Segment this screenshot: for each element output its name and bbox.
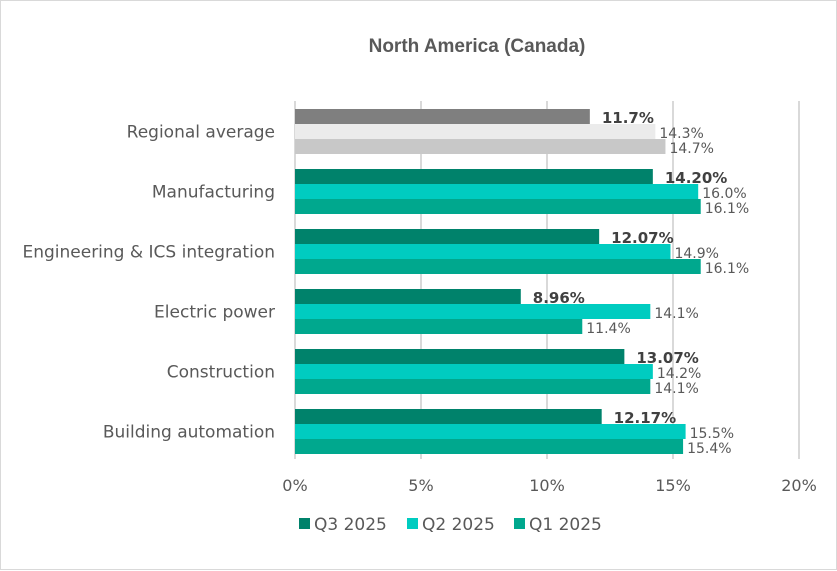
bar-engineering-ics-integration-q2-2025 — [295, 244, 671, 259]
bars — [295, 109, 701, 454]
data-label-regional-average-q2-2025: 14.3% — [659, 126, 703, 142]
bar-building-automation-q1-2025 — [295, 439, 684, 454]
category-label-construction: Construction — [167, 363, 275, 383]
data-label-building-automation-q2-2025: 15.5% — [690, 426, 734, 442]
bar-manufacturing-q2-2025 — [295, 184, 699, 199]
data-label-engineering-ics-integration-q3-2025: 12.07% — [611, 229, 673, 247]
data-label-engineering-ics-integration-q2-2025: 14.9% — [674, 246, 718, 262]
data-label-regional-average-q3-2025: 11.7% — [602, 109, 654, 127]
bar-manufacturing-q1-2025 — [295, 199, 701, 214]
bar-regional-average-q1-2025 — [295, 139, 666, 154]
x-axis-ticks: 0% 5% 10% 15% 20% — [282, 476, 816, 495]
data-label-electric-power-q1-2025: 11.4% — [586, 321, 630, 337]
data-label-construction-q3-2025: 13.07% — [636, 349, 698, 367]
data-label-manufacturing-q3-2025: 14.20% — [665, 169, 727, 187]
data-label-building-automation-q3-2025: 12.17% — [614, 409, 676, 427]
bar-building-automation-q2-2025 — [295, 424, 686, 439]
category-label-building-automation: Building automation — [103, 423, 275, 443]
legend-item-q2-2025[interactable]: Q2 2025 — [407, 515, 495, 535]
bar-regional-average-q2-2025 — [295, 124, 656, 139]
bar-electric-power-q2-2025 — [295, 304, 651, 319]
legend-swatch-q2-2025 — [407, 518, 418, 529]
data-label-building-automation-q1-2025: 15.4% — [687, 441, 731, 457]
data-label-engineering-ics-integration-q1-2025: 16.1% — [705, 261, 749, 277]
x-tick-label-0: 0% — [282, 476, 307, 495]
gridlines — [294, 101, 800, 459]
legend-swatch-q1-2025 — [514, 518, 525, 529]
data-labels: 11.7%14.3%14.7%14.20%16.0%16.1%12.07%14.… — [533, 109, 749, 457]
bar-regional-average-q3-2025 — [295, 109, 590, 124]
x-tick-label-20: 20% — [781, 476, 817, 495]
category-label-manufacturing: Manufacturing — [152, 183, 275, 203]
data-label-regional-average-q1-2025: 14.7% — [669, 141, 713, 157]
chart-title: North America (Canada) — [369, 36, 586, 57]
bar-electric-power-q3-2025 — [295, 289, 521, 304]
category-label-engineering-ics-integration: Engineering & ICS integration — [22, 243, 275, 263]
legend-label-q2-2025: Q2 2025 — [422, 515, 495, 535]
bar-engineering-ics-integration-q1-2025 — [295, 259, 701, 274]
legend-item-q1-2025[interactable]: Q1 2025 — [514, 515, 602, 535]
data-label-manufacturing-q2-2025: 16.0% — [702, 186, 746, 202]
category-label-electric-power: Electric power — [154, 303, 275, 323]
data-label-construction-q1-2025: 14.1% — [654, 381, 698, 397]
bar-building-automation-q3-2025 — [295, 409, 602, 424]
data-label-construction-q2-2025: 14.2% — [657, 366, 701, 382]
x-tick-label-15: 15% — [655, 476, 691, 495]
bar-construction-q1-2025 — [295, 379, 651, 394]
legend-label-q3-2025: Q3 2025 — [314, 515, 387, 535]
legend-item-q3-2025[interactable]: Q3 2025 — [299, 515, 387, 535]
legend: Q3 2025 Q2 2025 Q1 2025 — [299, 515, 602, 535]
category-labels: Regional average Manufacturing Engineering… — [22, 123, 275, 443]
bar-electric-power-q1-2025 — [295, 319, 583, 334]
bar-construction-q2-2025 — [295, 364, 653, 379]
legend-swatch-q3-2025 — [299, 518, 310, 529]
x-tick-label-10: 10% — [529, 476, 565, 495]
bar-manufacturing-q3-2025 — [295, 169, 653, 184]
data-label-electric-power-q3-2025: 8.96% — [533, 289, 585, 307]
bar-construction-q3-2025 — [295, 349, 625, 364]
legend-label-q1-2025: Q1 2025 — [529, 515, 602, 535]
x-tick-label-5: 5% — [408, 476, 433, 495]
category-label-regional-average: Regional average — [127, 123, 275, 143]
data-label-manufacturing-q1-2025: 16.1% — [705, 201, 749, 217]
data-label-electric-power-q2-2025: 14.1% — [654, 306, 698, 322]
bar-engineering-ics-integration-q3-2025 — [295, 229, 600, 244]
